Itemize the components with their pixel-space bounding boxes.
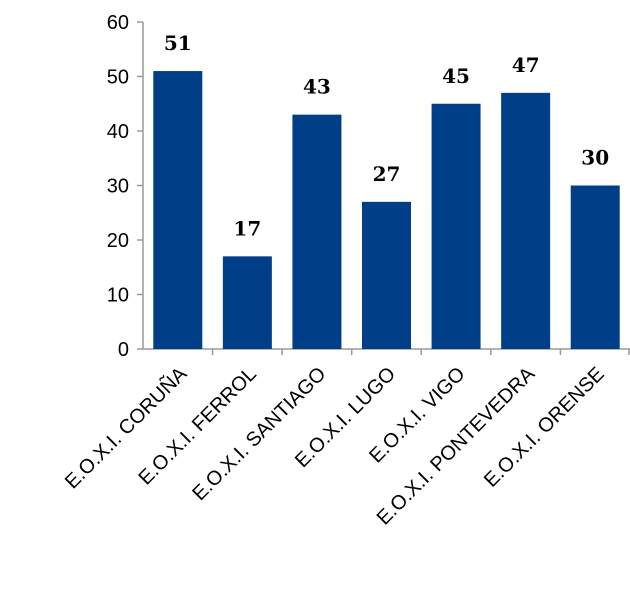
- x-axis: [143, 349, 630, 355]
- category-label: E.O.X.I. CORUÑA: [60, 361, 192, 493]
- y-axis: 0 10 20 30 40 50 60: [107, 12, 143, 361]
- bars: [153, 71, 619, 349]
- data-label: 47: [512, 53, 540, 77]
- bar: [362, 202, 411, 349]
- y-tick-label: 30: [107, 176, 129, 198]
- bar: [432, 104, 481, 349]
- category-label: E.O.X.I. SANTIAGO: [188, 363, 330, 505]
- category-label: E.O.X.I. ORENSE: [480, 363, 609, 492]
- y-tick-label: 60: [107, 12, 129, 34]
- data-label: 51: [164, 31, 192, 55]
- bar: [571, 186, 620, 350]
- data-label: 43: [303, 75, 331, 99]
- data-label: 30: [581, 146, 609, 170]
- bar: [223, 256, 272, 349]
- data-label: 27: [373, 162, 401, 186]
- y-tick-label: 50: [107, 67, 129, 89]
- bar: [292, 115, 341, 349]
- bar: [153, 71, 202, 349]
- y-tick-label: 40: [107, 121, 129, 143]
- bar: [501, 93, 550, 349]
- y-tick-label: 20: [107, 230, 129, 252]
- y-tick-label: 10: [107, 285, 129, 307]
- data-label: 45: [442, 64, 470, 88]
- data-label: 17: [233, 216, 261, 240]
- category-label: E.O.X.I. FERROL: [135, 363, 261, 489]
- y-tick-label: 0: [118, 339, 129, 361]
